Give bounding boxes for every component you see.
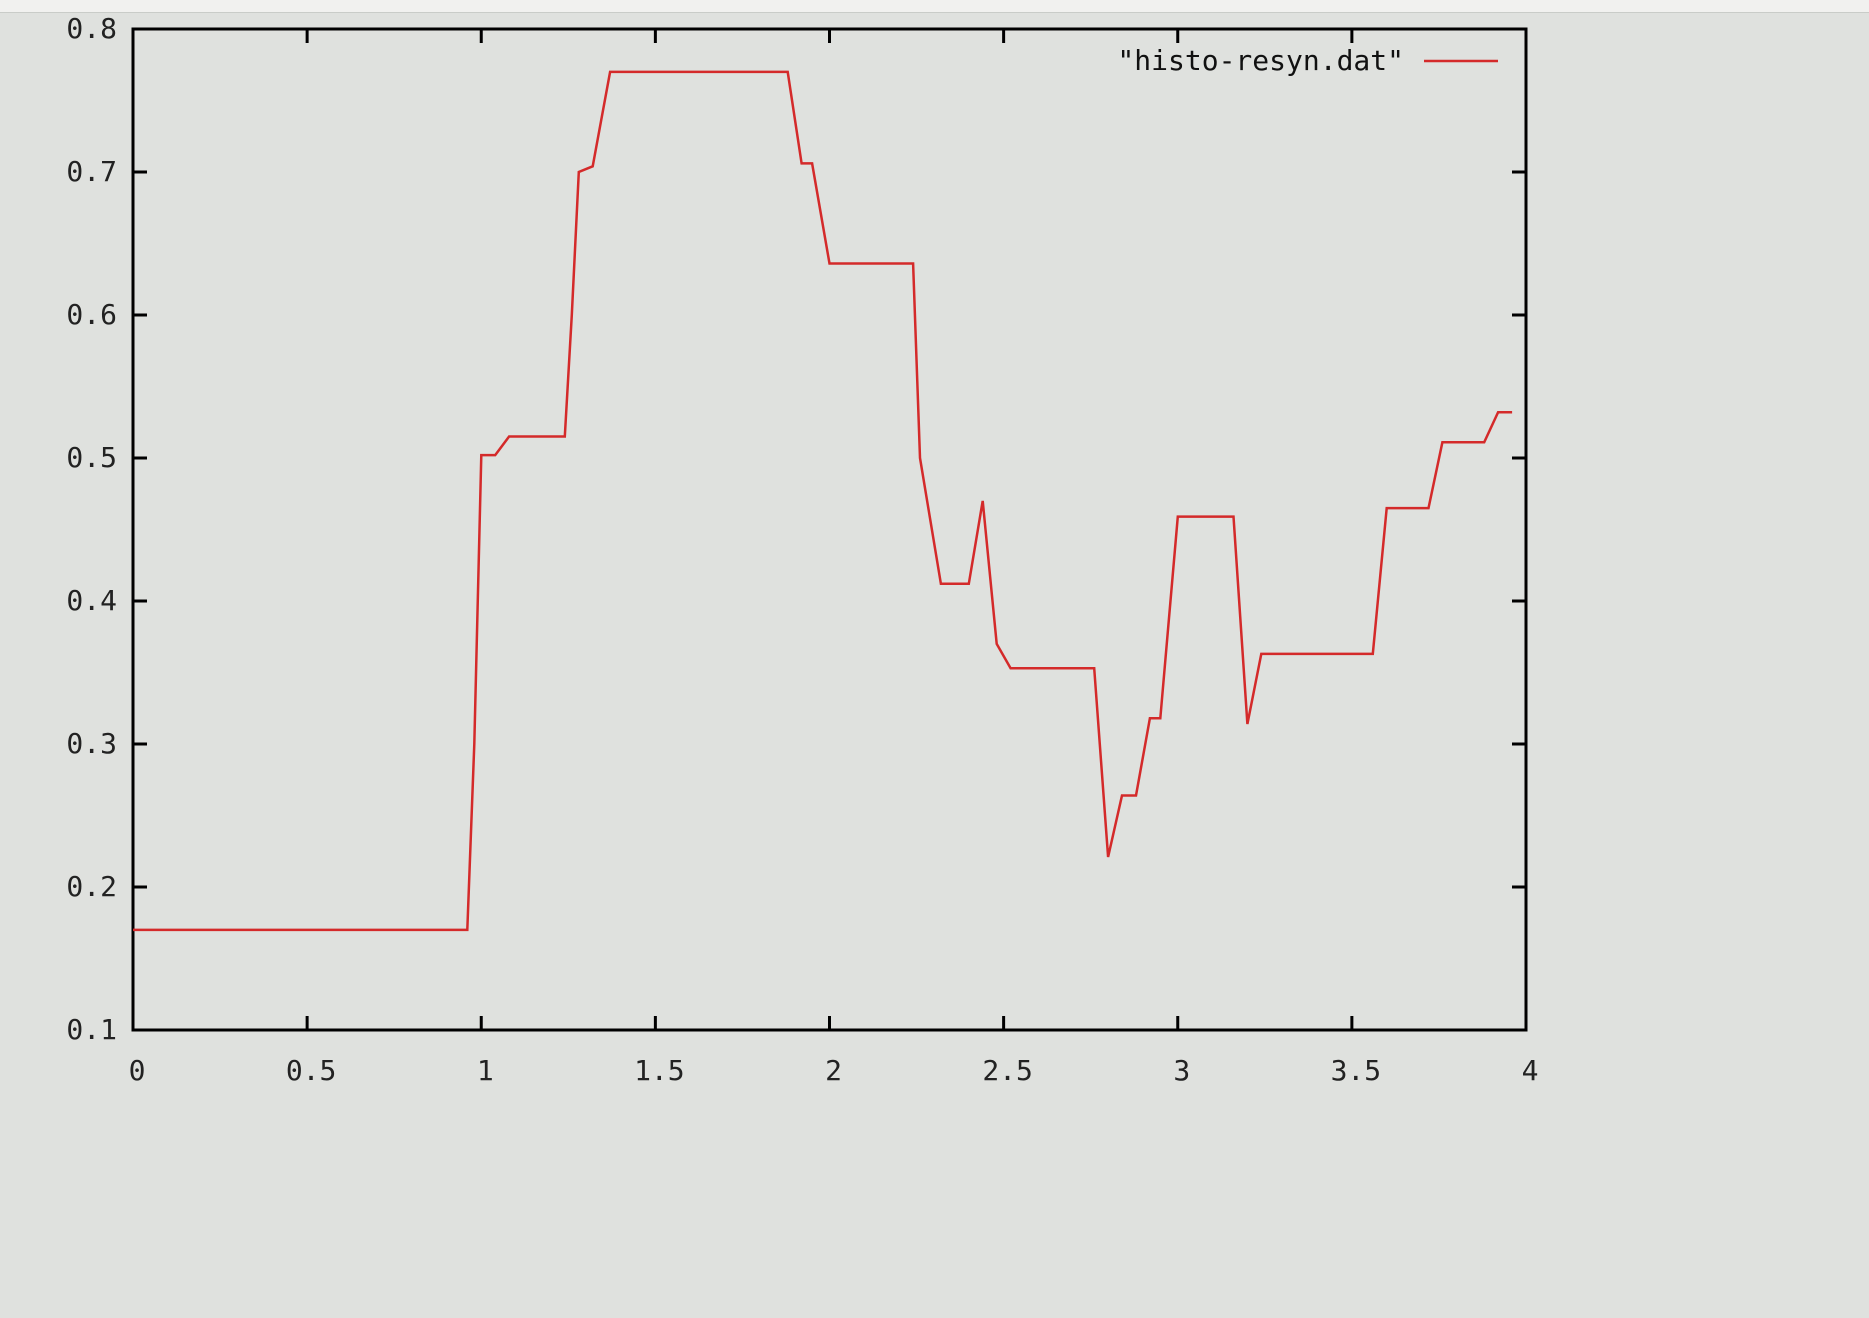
y-tick-label: 0.2 <box>66 870 117 903</box>
x-tick-label: 0.5 <box>286 1054 337 1087</box>
y-tick-label: 0.1 <box>66 1013 117 1046</box>
axis-tick-labels: 0 0.5 1 1.5 2 2.5 3 3.5 4 0.1 0.2 0.3 0.4 0.5 0.6 0.7 0.… <box>66 12 1538 1087</box>
plot-area <box>131 27 1528 1032</box>
y-tick-label: 0.7 <box>66 155 117 188</box>
x-tick-label: 1 <box>477 1054 494 1087</box>
x-tick-label: 1.5 <box>634 1054 685 1087</box>
series-line <box>133 70 1513 932</box>
x-tick-label: 0 <box>129 1054 146 1087</box>
y-tick-label: 0.6 <box>66 298 117 331</box>
series-layer <box>133 70 1513 932</box>
x-tick-label: 2.5 <box>982 1054 1033 1087</box>
x-tick-label: 3 <box>1173 1054 1190 1087</box>
axis-ticks <box>133 29 1526 1030</box>
x-tick-label: 2 <box>825 1054 842 1087</box>
legend: "histo-resyn.dat" <box>1117 44 1498 77</box>
x-tick-label: 4 <box>1522 1054 1539 1087</box>
x-tick-label: 3.5 <box>1331 1054 1382 1087</box>
y-tick-label: 0.3 <box>66 727 117 760</box>
y-tick-label: 0.4 <box>66 584 117 617</box>
y-tick-label: 0.5 <box>66 441 117 474</box>
y-tick-label: 0.8 <box>66 12 117 45</box>
legend-label: "histo-resyn.dat" <box>1117 44 1404 77</box>
window-top-strip <box>0 0 1869 13</box>
